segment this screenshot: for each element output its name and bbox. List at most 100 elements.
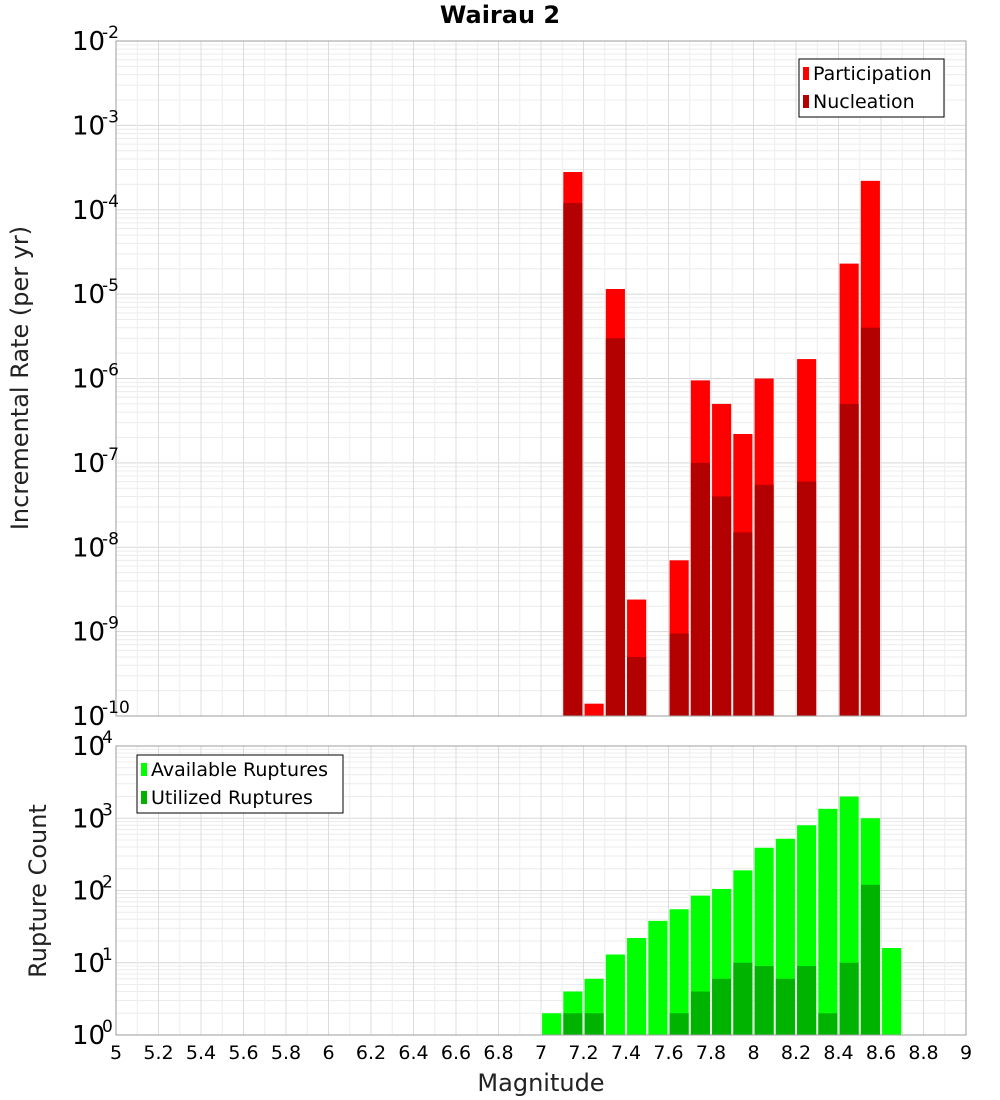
y-tick-label: 100 [72, 1017, 113, 1051]
bar-nucleation [712, 496, 732, 716]
bar-utilized-ruptures [775, 978, 795, 1035]
bar-available-ruptures [818, 808, 838, 1035]
bar-utilized-ruptures [860, 884, 880, 1035]
bar-nucleation [690, 462, 710, 716]
svg-text:-8: -8 [102, 529, 119, 549]
y-tick-label: 10-7 [72, 445, 119, 479]
svg-text:10: 10 [72, 196, 105, 226]
top-legend-box [798, 58, 945, 118]
x-tick-label: 7.4 [611, 1042, 641, 1064]
bar-utilized-ruptures [797, 966, 817, 1035]
bar-utilized-ruptures [669, 1013, 689, 1035]
top-y-axis-label: Incremental Rate (per yr) [6, 226, 34, 530]
svg-text:-10: -10 [102, 698, 130, 718]
svg-text:10: 10 [72, 1021, 105, 1051]
bar-nucleation [669, 633, 689, 716]
y-tick-label: 103 [72, 800, 113, 834]
svg-text:-3: -3 [102, 107, 119, 127]
legend-swatch-utilized [141, 791, 147, 804]
x-tick-label: 5.2 [143, 1042, 173, 1064]
svg-text:-2: -2 [102, 23, 119, 43]
bar-nucleation [860, 327, 880, 716]
legend-label-participation: Participation [813, 63, 932, 85]
y-tick-label: 10-10 [72, 698, 130, 732]
y-tick-label: 102 [72, 873, 113, 907]
svg-text:10: 10 [72, 365, 105, 395]
svg-text:10: 10 [72, 949, 105, 979]
bar-utilized-ruptures [754, 966, 774, 1035]
bar-nucleation [839, 403, 859, 716]
svg-text:10: 10 [72, 449, 105, 479]
y-tick-label: 10-9 [72, 614, 119, 648]
legend-swatch-participation [803, 67, 809, 80]
svg-text:10: 10 [72, 732, 105, 762]
bottom-legend: Available Ruptures Utilized Ruptures [136, 754, 344, 814]
bar-nucleation [754, 484, 774, 716]
y-tick-label: 10-4 [72, 192, 119, 226]
bar-utilized-ruptures [584, 1013, 604, 1035]
top-panel: 10-210-310-410-510-610-710-810-910-10 In… [6, 23, 967, 732]
x-tick-label: 6.8 [483, 1042, 513, 1064]
svg-text:10: 10 [72, 533, 105, 563]
svg-text:-9: -9 [102, 614, 119, 634]
top-bars [563, 172, 880, 716]
x-tick-labels: 5 5.2 5.4 5.6 5.8 6 6.2 6.4 6.6 6.8 7 7.2 7.4 7.6 7.8 8… [110, 1042, 972, 1064]
top-grid [115, 41, 967, 717]
svg-text:2: 2 [102, 873, 113, 893]
bottom-plot-border [115, 745, 967, 1036]
bottom-y-axis-label: Rupture Count [24, 804, 52, 978]
y-tick-label: 10-6 [72, 361, 119, 395]
x-tick-label: 9 [960, 1042, 972, 1064]
legend-label-available: Available Ruptures [151, 759, 328, 781]
legend-swatch-available [141, 763, 147, 776]
svg-text:0: 0 [102, 1017, 113, 1037]
legend-swatch-nucleation [803, 95, 809, 108]
svg-text:10: 10 [72, 877, 105, 907]
bar-utilized-ruptures [690, 991, 710, 1035]
x-tick-label: 8 [747, 1042, 759, 1064]
x-tick-label: 6.6 [441, 1042, 471, 1064]
svg-text:4: 4 [102, 728, 113, 748]
svg-text:-5: -5 [102, 276, 119, 296]
bar-available-ruptures [669, 909, 689, 1035]
x-tick-label: 6.4 [398, 1042, 428, 1064]
x-tick-label: 7.2 [568, 1042, 598, 1064]
bar-available-ruptures [648, 920, 668, 1035]
chart-title: Wairau 2 [440, 1, 560, 29]
svg-text:1: 1 [102, 945, 113, 965]
bar-nucleation [797, 481, 817, 716]
bar-available-ruptures [627, 938, 647, 1035]
x-tick-label: 8.8 [908, 1042, 938, 1064]
svg-text:3: 3 [102, 800, 113, 820]
top-legend: Participation Nucleation [798, 58, 945, 118]
bar-nucleation [563, 203, 583, 716]
svg-text:10: 10 [72, 804, 105, 834]
svg-text:10: 10 [72, 702, 105, 732]
top-plot-border [115, 40, 967, 717]
svg-text:-6: -6 [102, 361, 119, 381]
x-tick-label: 7.6 [653, 1042, 683, 1064]
bar-participation [584, 703, 604, 716]
bottom-bars [542, 796, 902, 1035]
y-tick-label: 10-2 [72, 23, 119, 57]
legend-label-nucleation: Nucleation [813, 91, 915, 113]
bar-nucleation [733, 532, 753, 716]
y-tick-label: 10-8 [72, 529, 119, 563]
svg-text:10: 10 [72, 618, 105, 648]
bar-available-ruptures [605, 954, 625, 1035]
x-tick-label: 8.2 [781, 1042, 811, 1064]
svg-text:-7: -7 [102, 445, 119, 465]
x-tick-label: 7 [535, 1042, 547, 1064]
x-tick-label: 5 [110, 1042, 122, 1064]
x-tick-label: 8.4 [823, 1042, 853, 1064]
x-tick-label: 5.4 [186, 1042, 216, 1064]
svg-text:10: 10 [72, 111, 105, 141]
bottom-legend-box [136, 754, 344, 814]
x-axis-label: Magnitude [477, 1069, 604, 1097]
y-tick-label: 10-5 [72, 276, 119, 310]
x-tick-label: 5.8 [271, 1042, 301, 1064]
x-tick-label: 8.6 [866, 1042, 896, 1064]
